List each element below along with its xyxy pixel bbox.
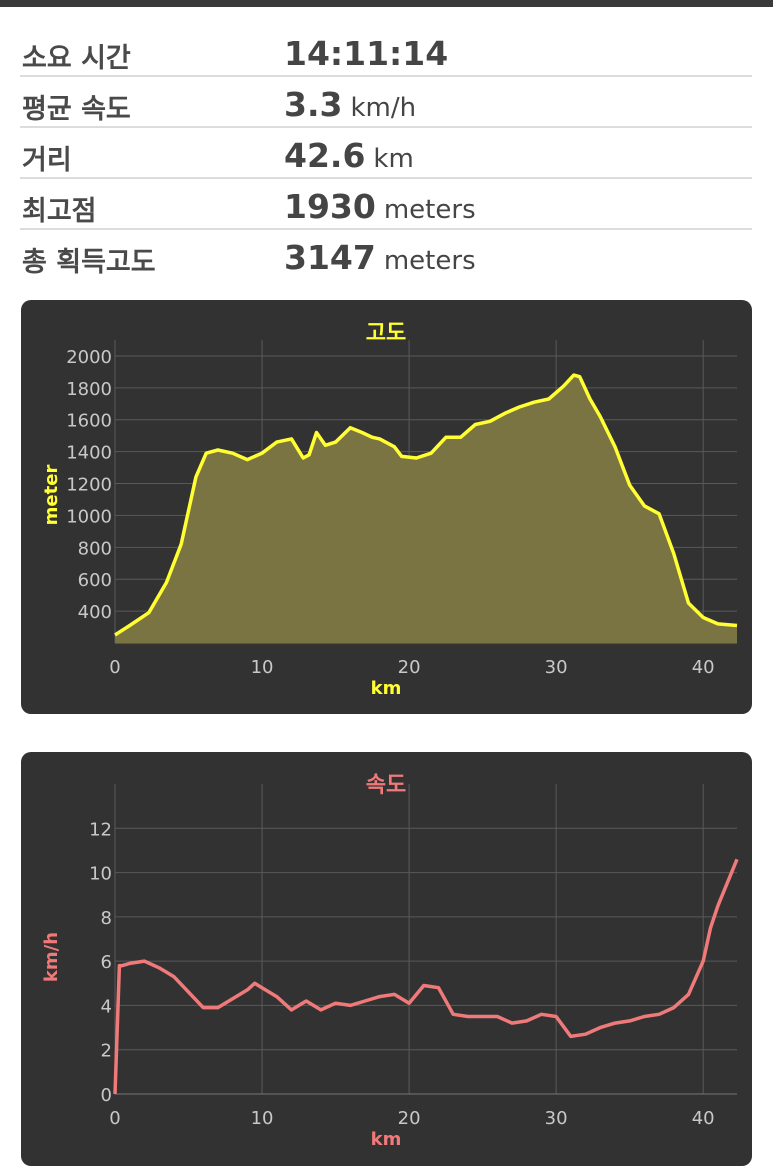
x-tick-label: 10 — [251, 1108, 274, 1129]
y-tick-label: 1200 — [66, 475, 112, 496]
x-tick-label: 20 — [398, 657, 421, 678]
stat-value: 3147 — [284, 238, 376, 277]
speed-chart[interactable]: 0 10 20 30 40 0 2 4 6 8 10 12 속도 km km/h — [21, 752, 752, 1166]
y-tick-label: 1000 — [66, 506, 112, 527]
x-tick-label: 20 — [398, 1108, 421, 1129]
stat-label: 소요 시간 — [22, 43, 131, 74]
speed-line — [113, 858, 739, 1095]
y-tick-label: 2000 — [66, 347, 112, 368]
stat-label: 최고점 — [22, 196, 97, 227]
stat-value: 14:11:14 — [284, 34, 449, 73]
x-axis-label: km — [371, 1129, 402, 1150]
elevation-line — [114, 373, 738, 637]
x-tick-label: 0 — [109, 1108, 120, 1129]
stat-unit: meters — [383, 195, 476, 225]
speed-chart-panel[interactable]: 0 10 20 30 40 0 2 4 6 8 10 12 속도 km km/h — [21, 752, 752, 1166]
x-tick-label: 0 — [109, 657, 120, 678]
y-tick-label: 1400 — [66, 443, 112, 464]
y-axis-label: meter — [41, 465, 62, 526]
y-tick-label: 400 — [78, 602, 112, 623]
top-bar — [0, 0, 773, 7]
elevation-chart-panel[interactable]: 0 10 20 30 40 400 600 800 1000 1200 1400 1600 1800 20… — [21, 300, 752, 714]
stat-label: 총 획득고도 — [22, 247, 156, 278]
y-tick-label: 12 — [89, 819, 112, 840]
y-tick-label: 1600 — [66, 411, 112, 432]
y-tick-label: 0 — [101, 1085, 112, 1106]
y-tick-label: 600 — [78, 570, 112, 591]
y-tick-label: 2 — [101, 1041, 112, 1062]
stat-row-distance: 거리 42.6 km — [20, 128, 752, 179]
y-axis-label: km/h — [41, 932, 62, 982]
x-tick-label: 10 — [251, 657, 274, 678]
x-tick-label: 30 — [545, 1108, 568, 1129]
stat-row-avg-speed: 평균 속도 3.3 km/h — [20, 77, 752, 128]
y-tick-label: 8 — [101, 908, 112, 929]
y-tick-label: 1800 — [66, 379, 112, 400]
stat-label: 거리 — [22, 145, 72, 176]
stat-row-max-elevation: 최고점 1930 meters — [20, 179, 752, 230]
x-axis-label: km — [371, 678, 402, 699]
y-tick-label: 4 — [101, 996, 112, 1017]
elevation-chart[interactable]: 0 10 20 30 40 400 600 800 1000 1200 1400 1600 1800 20… — [21, 300, 752, 714]
x-tick-label: 30 — [545, 657, 568, 678]
stat-unit: km — [373, 144, 414, 174]
elevation-area — [115, 375, 737, 643]
stat-value: 42.6 — [284, 136, 366, 175]
stat-value: 1930 — [284, 187, 376, 226]
y-tick-label: 6 — [101, 952, 112, 973]
stat-label: 평균 속도 — [22, 94, 131, 125]
stat-row-duration: 소요 시간 14:11:14 — [20, 26, 752, 77]
x-tick-label: 40 — [692, 657, 715, 678]
x-tick-label: 40 — [692, 1108, 715, 1129]
stat-unit: meters — [383, 246, 476, 276]
y-tick-label: 800 — [78, 538, 112, 559]
stats-table: 소요 시간 14:11:14 평균 속도 3.3 km/h 거리 42.6 km 최… — [20, 26, 752, 281]
chart-title: 고도 — [366, 321, 406, 346]
stat-value: 3.3 — [284, 85, 343, 124]
stat-unit: km/h — [350, 93, 417, 123]
y-tick-label: 10 — [89, 864, 112, 885]
chart-title: 속도 — [366, 773, 406, 798]
stat-row-total-ascent: 총 획득고도 3147 meters — [20, 230, 752, 281]
